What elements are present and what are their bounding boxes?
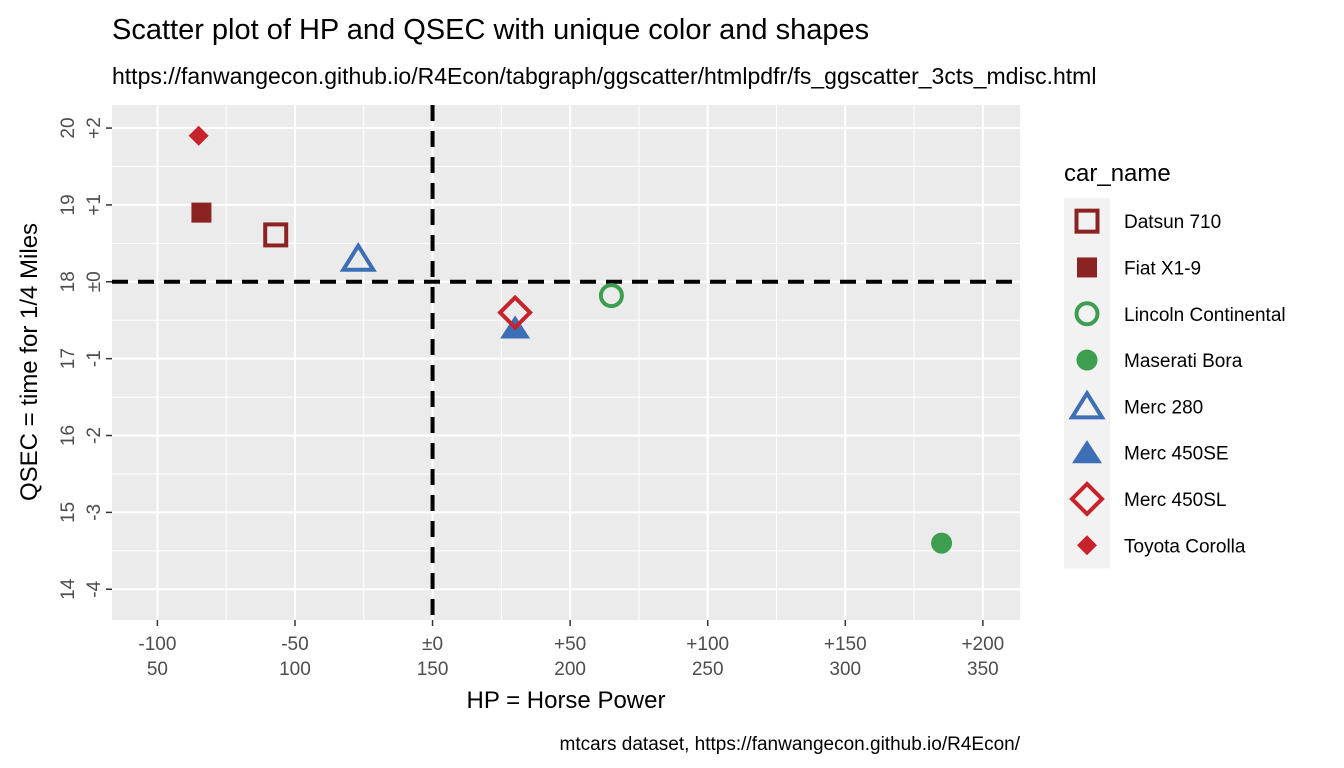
y-axis: -4 14 -3 15 -2 16 -1 17 ±018 +119 +220 <box>58 117 112 600</box>
legend-key <box>1074 301 1100 327</box>
y-tick-label-inner: -4 <box>84 580 105 597</box>
y-tick-label-inner: +1 <box>84 194 105 216</box>
x-tick-label-top: +150 <box>824 634 867 655</box>
y-tick-label-outer: 19 <box>58 194 79 215</box>
x-tick-label-top: +50 <box>554 634 586 655</box>
chart-title: Scatter plot of HP and QSEC with unique … <box>112 14 869 46</box>
x-tick-label-top: ±0 <box>422 634 443 655</box>
y-axis-title: QSEC = time for 1/4 Miles <box>16 223 43 501</box>
legend: car_name Datsun 710 Fiat X1-9 Lincoln Cont… <box>1064 160 1286 569</box>
x-tick-label-bottom: 250 <box>692 659 724 680</box>
x-tick-label-bottom: 300 <box>829 659 861 680</box>
y-tick-label-inner: -2 <box>84 427 105 444</box>
data-point <box>497 294 533 331</box>
y-tick-label-outer: 15 <box>58 502 79 523</box>
data-point <box>931 532 953 554</box>
major-gridlines <box>112 105 1020 620</box>
x-tick-label-bottom: 350 <box>967 659 999 680</box>
y-tick-label-inner: -3 <box>84 504 105 521</box>
y-tick-label-outer: 17 <box>58 348 79 369</box>
data-point <box>191 202 212 223</box>
x-tick-label-top: +200 <box>961 634 1004 655</box>
legend-label: Merc 450SE <box>1124 444 1229 465</box>
plot-panel <box>112 105 1020 620</box>
legend-key <box>1072 440 1102 464</box>
reference-lines <box>112 105 1020 620</box>
legend-title: car_name <box>1064 160 1171 187</box>
data-points <box>188 125 953 554</box>
y-tick-label-inner: +2 <box>84 117 105 139</box>
legend-label: Merc 450SL <box>1124 490 1226 511</box>
legend-key <box>1074 208 1100 234</box>
data-point <box>598 283 624 309</box>
data-point <box>188 125 209 146</box>
y-tick-label-outer: 18 <box>58 271 79 292</box>
x-tick-label-top: -100 <box>138 634 176 655</box>
legend-label: Toyota Corolla <box>1124 536 1246 557</box>
y-tick-label-inner: -1 <box>84 350 105 367</box>
x-axis-title: HP = Horse Power <box>467 687 666 714</box>
legend-label: Maserati Bora <box>1124 351 1243 372</box>
y-tick-label-outer: 16 <box>58 425 79 446</box>
x-tick-label-bottom: 200 <box>554 659 586 680</box>
legend-label: Datsun 710 <box>1124 212 1221 233</box>
x-tick-label-bottom: 100 <box>279 659 311 680</box>
legend-label: Lincoln Continental <box>1124 305 1286 326</box>
x-tick-label-bottom: 150 <box>417 659 449 680</box>
data-point <box>339 241 377 272</box>
chart-subtitle: https://fanwangecon.github.io/R4Econ/tab… <box>112 63 1096 89</box>
x-tick-label-top: -50 <box>281 634 308 655</box>
legend-key <box>1068 389 1106 420</box>
x-tick-label-bottom: 50 <box>147 659 168 680</box>
legend-label: Merc 280 <box>1124 397 1203 418</box>
x-axis: -100 50 -50 100 ±0 150 +50 200 +100 250 +150 300 +20… <box>138 620 1004 680</box>
x-tick-label-top: +100 <box>686 634 729 655</box>
y-tick-label-outer: 14 <box>58 578 79 600</box>
chart-caption: mtcars dataset, https://fanwangecon.gith… <box>560 734 1021 755</box>
legend-label: Fiat X1-9 <box>1124 258 1201 279</box>
legend-key <box>1076 349 1098 371</box>
legend-key <box>1069 481 1105 517</box>
y-tick-label-inner: ±0 <box>84 271 105 292</box>
y-tick-label-outer: 20 <box>58 117 79 138</box>
legend-key <box>1077 257 1097 278</box>
data-point <box>263 222 289 248</box>
legend-key <box>1077 535 1097 556</box>
